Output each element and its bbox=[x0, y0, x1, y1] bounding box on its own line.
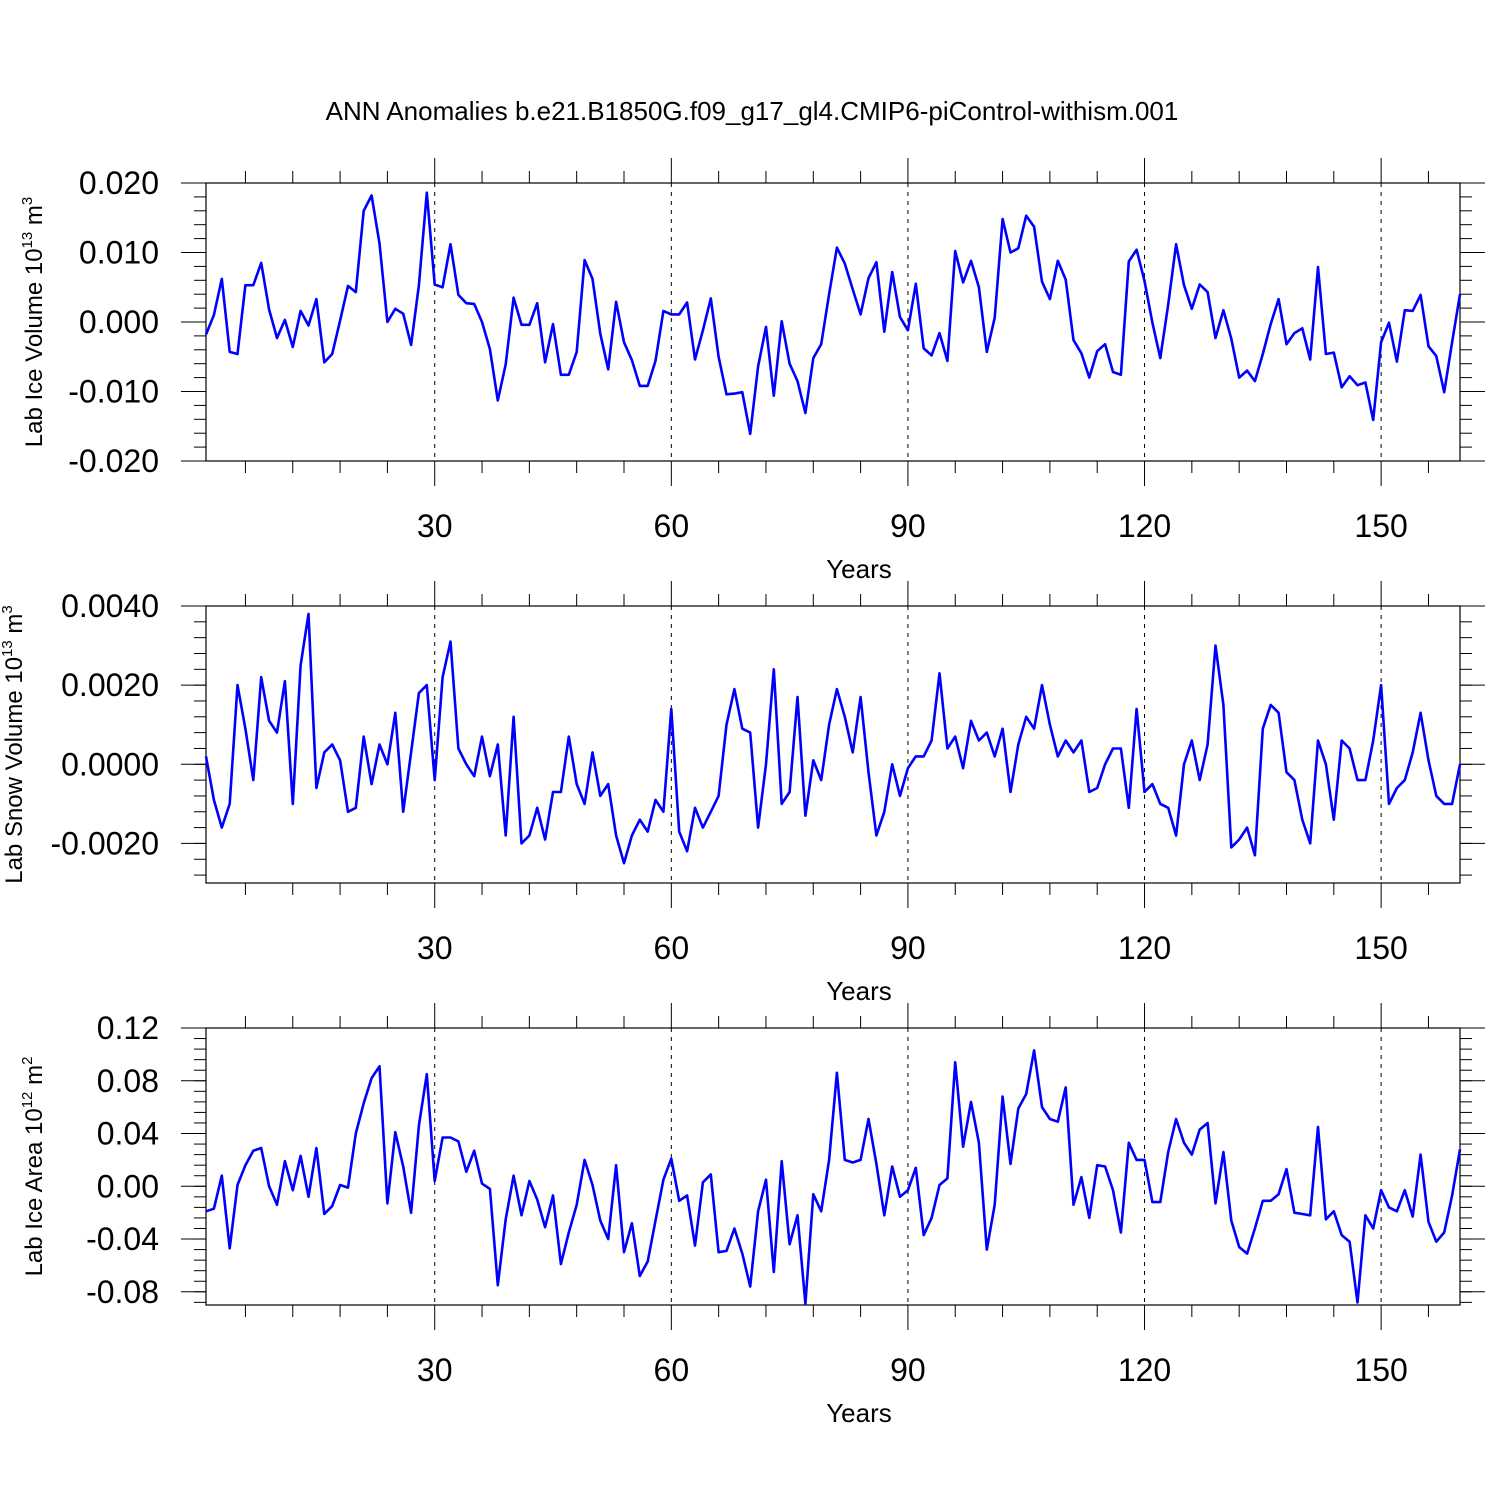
y-axis-label: Lab Ice Area 1012 m2 bbox=[19, 1057, 48, 1277]
plot-frame bbox=[205, 605, 1461, 884]
panel-lab-ice-volume: -0.020 -0.010 0.000 0.010 0.020 30 60 90 120 150 Y… bbox=[19, 158, 1485, 584]
y-tick-label: 0.0040 bbox=[61, 588, 159, 624]
x-axis-label: Years bbox=[826, 554, 892, 584]
panel-lab-snow-volume: -0.0020 0.0000 0.0020 0.0040 30 60 90 120 150 Yea… bbox=[0, 581, 1485, 1006]
y-tick-label: -0.020 bbox=[68, 443, 159, 479]
y-axis-label-exponent: 13 bbox=[0, 640, 16, 657]
panel-lab-ice-area: -0.08 -0.04 0.00 0.04 0.08 0.12 30 60 90 120 150 Ye… bbox=[19, 1003, 1485, 1428]
y-axis-label-base: Lab Ice Volume 10 bbox=[21, 248, 48, 447]
y-tick-label: 0.000 bbox=[79, 304, 159, 340]
y-tick-label: 0.0020 bbox=[61, 667, 159, 703]
x-tick-label: 90 bbox=[890, 1352, 926, 1388]
y-axis-label: Lab Snow Volume 1013 m3 bbox=[0, 605, 28, 884]
y-axis-label-unit-exponent: 2 bbox=[19, 1057, 36, 1065]
x-axis-label: Years bbox=[826, 1398, 892, 1428]
x-tick-label: 60 bbox=[654, 508, 690, 544]
y-tick-label: -0.04 bbox=[86, 1221, 159, 1257]
y-tick-label: 0.08 bbox=[97, 1063, 159, 1099]
x-tick-label: 120 bbox=[1118, 1352, 1171, 1388]
y-axis-label-exponent: 13 bbox=[19, 232, 36, 249]
series-line bbox=[204, 612, 1462, 865]
series-line bbox=[204, 191, 1462, 436]
y-tick-label: -0.010 bbox=[68, 374, 159, 410]
chart-title: ANN Anomalies b.e21.B1850G.f09_g17_gl4.C… bbox=[326, 96, 1179, 126]
x-tick-label: 150 bbox=[1354, 930, 1407, 966]
plot-frame bbox=[205, 182, 1461, 462]
y-axis-label-base: Lab Ice Area 10 bbox=[21, 1108, 48, 1276]
y-axis-label-unit: m bbox=[21, 1065, 48, 1092]
x-tick-label: 150 bbox=[1354, 508, 1407, 544]
x-tick-label: 120 bbox=[1118, 508, 1171, 544]
y-axis-label: Lab Ice Volume 1013 m3 bbox=[19, 197, 48, 448]
y-axis-label-exponent: 12 bbox=[19, 1092, 36, 1109]
y-axis-label-unit-exponent: 3 bbox=[0, 605, 16, 613]
y-tick-label: -0.0020 bbox=[50, 825, 159, 861]
y-axis-label-base: Lab Snow Volume 10 bbox=[1, 657, 28, 884]
y-tick-label: 0.0000 bbox=[61, 746, 159, 782]
x-tick-label: 150 bbox=[1354, 1352, 1407, 1388]
x-tick-label: 60 bbox=[654, 930, 690, 966]
y-axis-label-unit-exponent: 3 bbox=[19, 197, 36, 205]
x-tick-label: 30 bbox=[417, 508, 453, 544]
y-tick-label: 0.00 bbox=[97, 1168, 159, 1204]
x-axis-label: Years bbox=[826, 976, 892, 1006]
y-tick-label: -0.08 bbox=[86, 1274, 159, 1310]
plot-frame bbox=[205, 1027, 1461, 1306]
y-axis-label-unit: m bbox=[21, 205, 48, 232]
y-tick-label: 0.010 bbox=[79, 235, 159, 271]
x-tick-label: 90 bbox=[890, 508, 926, 544]
series-line bbox=[205, 1049, 1462, 1305]
x-tick-label: 60 bbox=[654, 1352, 690, 1388]
x-tick-label: 90 bbox=[890, 930, 926, 966]
y-axis-label-unit: m bbox=[1, 614, 28, 641]
x-tick-label: 30 bbox=[417, 1352, 453, 1388]
y-tick-label: 0.12 bbox=[97, 1010, 159, 1046]
x-tick-label: 120 bbox=[1118, 930, 1171, 966]
y-tick-label: 0.020 bbox=[79, 165, 159, 201]
x-tick-label: 30 bbox=[417, 930, 453, 966]
y-tick-label: 0.04 bbox=[97, 1116, 159, 1152]
